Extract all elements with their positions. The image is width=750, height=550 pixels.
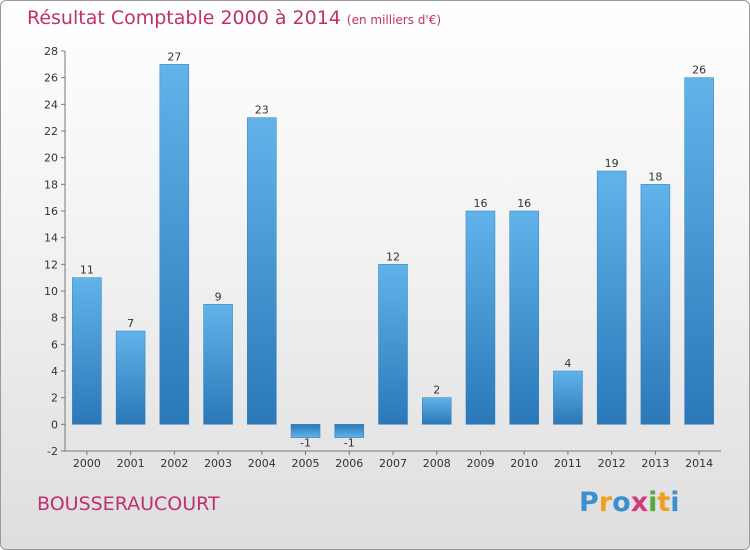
bar-value-label: 9 (215, 290, 222, 303)
y-tick-label: 20 (44, 152, 58, 165)
bar-value-label: 26 (692, 64, 706, 77)
y-tick-label: 6 (51, 338, 58, 351)
bar-value-label: 4 (564, 357, 571, 370)
y-tick-label: 28 (44, 45, 58, 58)
y-tick-label: 2 (51, 392, 58, 405)
logo-letter-i: i (648, 487, 658, 518)
chart-title: Résultat Comptable 2000 à 2014 (en millie… (27, 7, 441, 29)
commune-name: BOUSSERAUCOURT (37, 493, 220, 515)
y-tick-label: 12 (44, 258, 58, 271)
bar-2002 (159, 64, 190, 425)
bar-2012 (596, 170, 627, 425)
x-tick-label: 2014 (685, 457, 713, 470)
bar-2009 (465, 210, 496, 425)
y-tick-label: 22 (44, 125, 58, 138)
bar-2011 (553, 370, 583, 425)
bar-value-label: 18 (648, 170, 662, 183)
bar-2000 (72, 277, 102, 425)
bar-2003 (203, 304, 233, 425)
bar-2005 (290, 424, 321, 438)
y-tick-label: 10 (44, 285, 58, 298)
x-tick-label: 2010 (510, 457, 538, 470)
x-tick-label: 2009 (466, 457, 494, 470)
y-tick-label: 4 (51, 365, 58, 378)
bar-value-label: 2 (433, 384, 440, 397)
bar-value-label: 11 (80, 264, 94, 277)
logo-letter-r: r (598, 487, 613, 518)
logo-letter-x: x (630, 487, 649, 518)
bar-2010 (509, 210, 539, 425)
y-tick-label: 16 (44, 205, 58, 218)
y-tick-label: 24 (44, 98, 58, 111)
y-tick-label: 0 (51, 418, 58, 431)
bar-value-label: 23 (255, 104, 269, 117)
x-tick-label: 2000 (73, 457, 101, 470)
bar-value-label: 7 (127, 317, 134, 330)
x-tick-label: 2001 (117, 457, 145, 470)
bar-value-label: -1 (344, 437, 355, 450)
bar-value-label: 16 (473, 197, 487, 210)
chart-unit-text: (en milliers d'€) (346, 13, 442, 27)
bar-value-label: 12 (386, 250, 400, 263)
bar-value-label: -1 (300, 437, 311, 450)
y-tick-label: 26 (44, 72, 58, 85)
bar-2006 (334, 424, 365, 438)
x-tick-label: 2008 (423, 457, 451, 470)
x-tick-label: 2012 (598, 457, 626, 470)
bar-value-label: 27 (167, 50, 181, 63)
x-tick-label: 2002 (160, 457, 188, 470)
bar-value-label: 16 (517, 197, 531, 210)
x-tick-label: 2004 (248, 457, 276, 470)
y-tick-label: 14 (44, 232, 58, 245)
proxiti-logo[interactable]: Proxiti (579, 487, 680, 518)
logo-letter-o: o (612, 487, 631, 518)
logo-letter-i2: i (670, 487, 680, 518)
x-tick-label: 2006 (335, 457, 363, 470)
x-tick-label: 2011 (554, 457, 582, 470)
bar-2014 (684, 77, 714, 425)
bar-value-label: 19 (605, 157, 619, 170)
logo-letter-t: t (657, 487, 671, 518)
chart-title-text: Résultat Comptable 2000 à 2014 (27, 7, 341, 29)
bar-2007 (378, 264, 408, 425)
x-tick-label: 2003 (204, 457, 232, 470)
bar-2008 (421, 397, 452, 425)
bar-2013 (640, 184, 671, 425)
y-tick-label: 8 (51, 312, 58, 325)
x-tick-label: 2005 (292, 457, 320, 470)
x-tick-label: 2007 (379, 457, 407, 470)
bar-2001 (115, 330, 146, 425)
logo-letter-p: P (579, 487, 599, 518)
y-tick-label: 18 (44, 178, 58, 191)
x-tick-label: 2013 (641, 457, 669, 470)
y-tick-label: -2 (47, 445, 58, 458)
bar-2004 (247, 117, 277, 425)
